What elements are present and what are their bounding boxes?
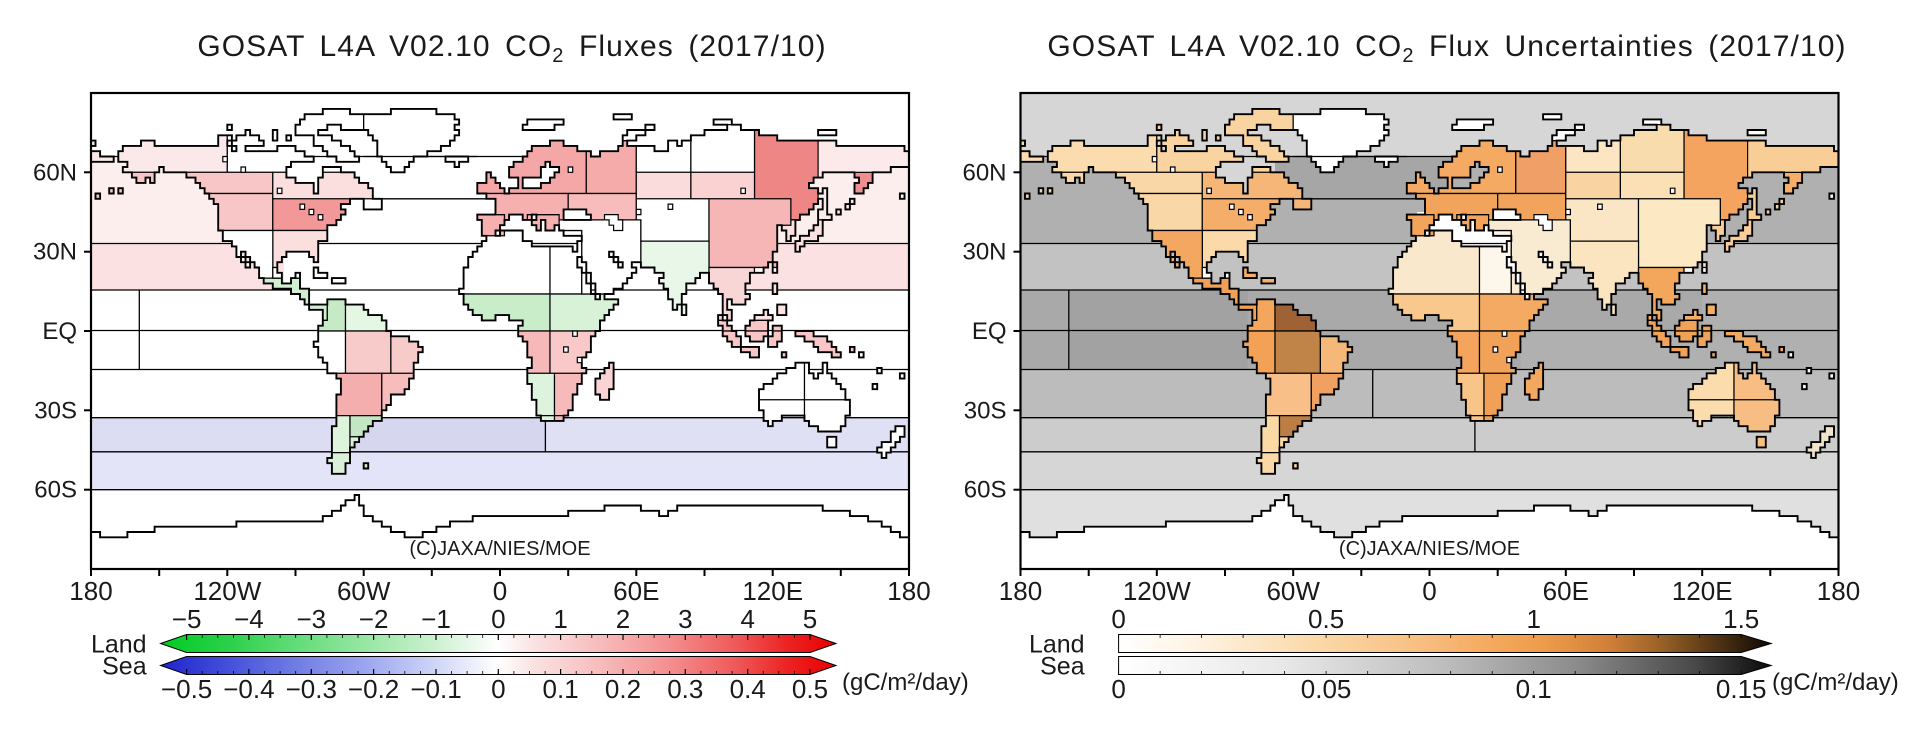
svg-text:0: 0 — [1111, 674, 1125, 704]
svg-text:(gC/m²/day): (gC/m²/day) — [1772, 669, 1899, 696]
svg-text:0.15: 0.15 — [1716, 674, 1767, 704]
svg-text:−0.3: −0.3 — [286, 674, 337, 704]
svg-text:−0.1: −0.1 — [410, 674, 461, 704]
svg-text:−0.2: −0.2 — [348, 674, 399, 704]
svg-text:−3: −3 — [296, 604, 326, 634]
svg-text:GOSAT L4A V02.10 CO2 Fluxes (2: GOSAT L4A V02.10 CO2 Fluxes (2017/10) — [197, 30, 826, 67]
svg-text:−0.5: −0.5 — [161, 674, 212, 704]
svg-text:Sea: Sea — [102, 653, 147, 681]
svg-text:5: 5 — [803, 604, 817, 634]
svg-text:1: 1 — [1526, 604, 1540, 634]
svg-text:60N: 60N — [962, 159, 1006, 186]
svg-text:120E: 120E — [1672, 576, 1733, 606]
svg-text:60W: 60W — [1266, 576, 1320, 606]
svg-text:0: 0 — [1422, 576, 1436, 606]
svg-text:−4: −4 — [234, 604, 264, 634]
svg-text:120W: 120W — [1123, 576, 1191, 606]
svg-text:0.05: 0.05 — [1301, 674, 1352, 704]
svg-text:30N: 30N — [33, 239, 77, 266]
svg-text:60E: 60E — [1543, 576, 1589, 606]
svg-text:180: 180 — [887, 576, 930, 606]
svg-text:60E: 60E — [613, 576, 659, 606]
svg-text:(C)JAXA/NIES/MOE: (C)JAXA/NIES/MOE — [1339, 538, 1520, 560]
svg-text:0: 0 — [493, 576, 507, 606]
svg-text:30S: 30S — [964, 397, 1007, 424]
svg-text:(C)JAXA/NIES/MOE: (C)JAXA/NIES/MOE — [409, 538, 590, 560]
svg-text:0: 0 — [491, 604, 505, 634]
svg-text:60N: 60N — [33, 159, 77, 186]
svg-text:60S: 60S — [34, 477, 77, 504]
svg-text:0: 0 — [491, 674, 505, 704]
svg-text:(gC/m²/day): (gC/m²/day) — [842, 669, 969, 696]
svg-text:60S: 60S — [964, 477, 1007, 504]
svg-text:1.5: 1.5 — [1723, 604, 1759, 634]
svg-text:Land: Land — [91, 631, 147, 659]
svg-text:0.4: 0.4 — [730, 674, 766, 704]
svg-text:−1: −1 — [421, 604, 451, 634]
svg-text:0.5: 0.5 — [792, 674, 828, 704]
svg-text:−2: −2 — [359, 604, 389, 634]
svg-text:30S: 30S — [34, 397, 77, 424]
svg-text:0.1: 0.1 — [1516, 674, 1552, 704]
svg-text:30N: 30N — [962, 239, 1006, 266]
svg-text:3: 3 — [678, 604, 692, 634]
svg-text:GOSAT L4A V02.10 CO2 Flux Unce: GOSAT L4A V02.10 CO2 Flux Uncertainties … — [1047, 30, 1846, 67]
svg-text:2: 2 — [616, 604, 630, 634]
svg-text:Sea: Sea — [1040, 653, 1085, 681]
svg-text:Land: Land — [1029, 631, 1085, 659]
svg-text:180: 180 — [999, 576, 1042, 606]
svg-text:EQ: EQ — [42, 318, 77, 345]
svg-text:4: 4 — [740, 604, 754, 634]
svg-text:120W: 120W — [193, 576, 261, 606]
svg-text:0.1: 0.1 — [543, 674, 579, 704]
svg-text:0.3: 0.3 — [667, 674, 703, 704]
svg-text:0.2: 0.2 — [605, 674, 641, 704]
svg-text:120E: 120E — [742, 576, 803, 606]
svg-text:180: 180 — [1817, 576, 1860, 606]
svg-text:0.5: 0.5 — [1308, 604, 1344, 634]
svg-text:1: 1 — [553, 604, 567, 634]
svg-text:−5: −5 — [172, 604, 202, 634]
svg-text:60W: 60W — [337, 576, 391, 606]
svg-text:−0.4: −0.4 — [223, 674, 274, 704]
svg-text:0: 0 — [1111, 604, 1125, 634]
svg-text:EQ: EQ — [972, 318, 1007, 345]
svg-text:180: 180 — [69, 576, 112, 606]
